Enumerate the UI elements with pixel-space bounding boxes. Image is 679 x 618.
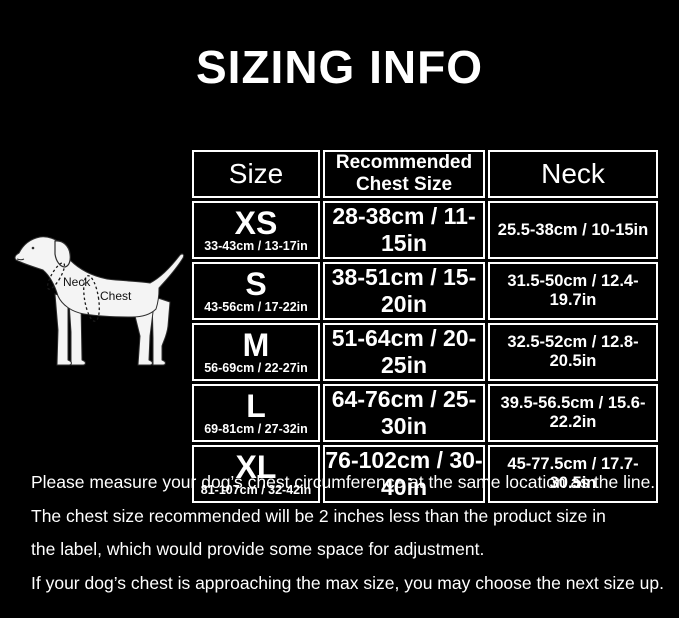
header-size-label: Size: [228, 158, 284, 189]
size-range: 33-43cm / 13-17in: [204, 238, 308, 253]
size-cell: XL 81-107cm / 32-42in: [192, 445, 320, 503]
size-cell: M 56-69cm / 22-27in: [192, 323, 320, 381]
dog-mouth-line: [16, 258, 25, 261]
dog-rear-leg-near: [132, 307, 154, 366]
size-name: M: [242, 326, 270, 363]
chest-cell: 76-102cm / 30-40in: [323, 445, 485, 503]
chest-cell: 38-51cm / 15-20in: [323, 262, 485, 320]
size-name: S: [245, 265, 267, 302]
neck-label: Neck: [63, 275, 91, 289]
table-row-xl: XL 81-107cm / 32-42in 76-102cm / 30-40in…: [192, 445, 658, 503]
size-range: 56-69cm / 22-27in: [204, 360, 308, 375]
header-neck: Neck: [488, 150, 658, 198]
header-chest: Recommended Chest Size: [323, 150, 485, 198]
header-chest-label: Recommended Chest Size: [335, 152, 473, 195]
neck-range: 39.5-56.5cm / 15.6-22.2in: [500, 394, 646, 431]
chest-range: 64-76cm / 25-30in: [331, 386, 477, 439]
neck-cell: 31.5-50cm / 12.4-19.7in: [488, 262, 658, 320]
size-cell: S 43-56cm / 17-22in: [192, 262, 320, 320]
header-size: Size: [192, 150, 320, 198]
chest-cell: 28-38cm / 11-15in: [323, 201, 485, 259]
chest-cell: 64-76cm / 25-30in: [323, 384, 485, 442]
measurement-notes: Please measure your dog’s chest circumfe…: [31, 466, 664, 600]
table-row-xs: XS 33-43cm / 13-17in 28-38cm / 11-15in 2…: [192, 201, 658, 259]
chest-measure-line: [83, 275, 100, 322]
sizing-table: Size Recommended Chest Size Neck XS 33-4…: [189, 147, 661, 506]
chest-range: 51-64cm / 20-25in: [331, 325, 477, 378]
size-name: XL: [235, 448, 277, 485]
size-cell: L 69-81cm / 27-32in: [192, 384, 320, 442]
neck-cell: 32.5-52cm / 12.8-20.5in: [488, 323, 658, 381]
chest-range: 28-38cm / 11-15in: [332, 203, 476, 256]
chest-cell: 51-64cm / 20-25in: [323, 323, 485, 381]
neck-cell: 25.5-38cm / 10-15in: [488, 201, 658, 259]
neck-range: 31.5-50cm / 12.4-19.7in: [507, 272, 639, 309]
page-title: SIZING INFO: [196, 41, 483, 93]
dog-eye: [31, 246, 35, 250]
table-row-s: S 43-56cm / 17-22in 38-51cm / 15-20in 31…: [192, 262, 658, 320]
dog-front-leg-far: [68, 301, 86, 366]
size-range: 81-107cm / 32-42in: [200, 482, 312, 497]
note-line-1: Please measure your dog’s chest circumfe…: [31, 472, 656, 492]
neck-range: 32.5-52cm / 12.8-20.5in: [507, 333, 639, 370]
dog-measurement-diagram: Neck Chest: [14, 236, 185, 366]
table-row-m: M 56-69cm / 22-27in 51-64cm / 20-25in 32…: [192, 323, 658, 381]
size-range: 69-81cm / 27-32in: [204, 421, 308, 436]
note-line-3: the label, which would provide some spac…: [31, 539, 485, 559]
dog-ear: [54, 240, 71, 268]
size-name: L: [246, 387, 266, 424]
neck-cell: 45-77.5cm / 17.7-30.5in: [488, 445, 658, 503]
chest-range: 38-51cm / 15-20in: [331, 264, 477, 317]
size-cell: XS 33-43cm / 13-17in: [192, 201, 320, 259]
table-row-l: L 69-81cm / 27-32in 64-76cm / 25-30in 39…: [192, 384, 658, 442]
chest-range: 76-102cm / 30-40in: [325, 447, 483, 500]
neck-cell: 39.5-56.5cm / 15.6-22.2in: [488, 384, 658, 442]
header-neck-label: Neck: [541, 158, 605, 189]
dog-rear-leg-far: [151, 295, 171, 366]
dog-legs: [54, 293, 171, 366]
neck-range: 25.5-38cm / 10-15in: [497, 220, 649, 239]
size-range: 43-56cm / 17-22in: [204, 299, 308, 314]
neck-range: 45-77.5cm / 17.7-30.5in: [507, 455, 639, 492]
note-line-2: The chest size recommended will be 2 inc…: [31, 505, 606, 526]
chest-label: Chest: [100, 289, 132, 303]
table-header-row: Size Recommended Chest Size Neck: [192, 150, 658, 198]
neck-measure-line: [46, 262, 66, 290]
dog-front-leg-near: [54, 293, 72, 366]
note-line-4: If your dog’s chest is approaching the m…: [31, 572, 664, 593]
size-name: XS: [234, 204, 278, 241]
